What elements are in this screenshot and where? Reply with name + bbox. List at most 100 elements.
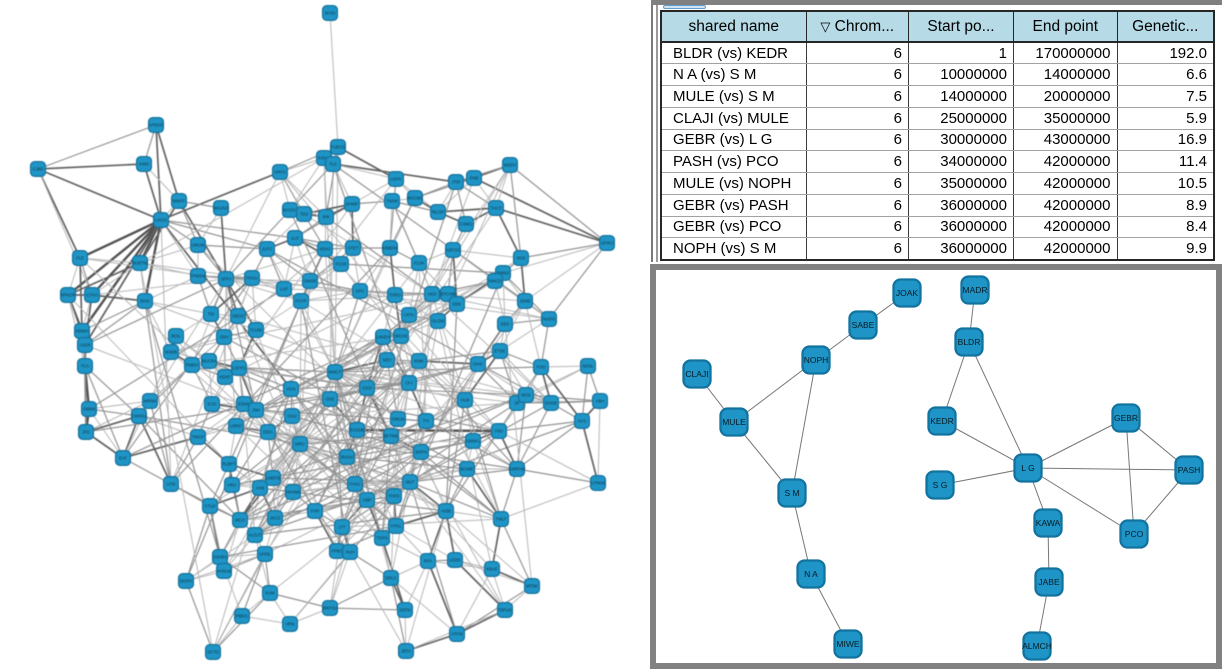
svg-text:JNH: JNH xyxy=(252,408,260,413)
svg-text:ODH: ODH xyxy=(219,335,228,340)
svg-text:DED: DED xyxy=(501,322,510,327)
svg-text:ADFOO: ADFOO xyxy=(446,248,461,253)
svg-text:CWSSU: CWSSU xyxy=(131,414,146,419)
svg-text:KBBDW: KBBDW xyxy=(382,246,397,251)
svg-text:ETDE: ETDE xyxy=(495,349,506,354)
svg-text:TTI: TTI xyxy=(423,419,429,424)
svg-text:UHOL: UHOL xyxy=(259,552,271,557)
svg-text:NOPH: NOPH xyxy=(804,355,829,365)
svg-text:LAP: LAP xyxy=(280,287,288,292)
svg-text:DGRH: DGRH xyxy=(180,579,192,584)
svg-text:JABE: JABE xyxy=(1038,577,1060,587)
svg-text:WKFSU: WKFSU xyxy=(323,606,338,611)
svg-text:BUUU: BUUU xyxy=(341,455,353,460)
svg-text:PMDH: PMDH xyxy=(186,363,198,368)
svg-text:KEFN: KEFN xyxy=(400,608,411,613)
svg-text:TBFUK: TBFUK xyxy=(498,608,512,613)
svg-text:MOCWC: MOCWC xyxy=(407,196,423,201)
svg-text:FKOU: FKOU xyxy=(246,276,257,281)
svg-text:MULE: MULE xyxy=(722,417,746,427)
svg-text:MADR: MADR xyxy=(962,285,987,295)
svg-text:EIDA: EIDA xyxy=(263,430,273,435)
svg-text:BFTNM: BFTNM xyxy=(384,434,399,439)
svg-text:GPC: GPC xyxy=(356,289,365,294)
svg-text:USFK: USFK xyxy=(391,177,402,182)
svg-text:TDI: TDI xyxy=(208,312,215,317)
svg-text:CSMG: CSMG xyxy=(460,222,472,227)
svg-text:AKD: AKD xyxy=(428,292,436,297)
svg-text:HTFM: HTFM xyxy=(451,632,463,637)
svg-text:AIBP: AIBP xyxy=(362,498,372,503)
svg-text:GBBM: GBBM xyxy=(83,407,96,412)
svg-text:TMLF: TMLF xyxy=(496,517,507,522)
svg-text:TWIW: TWIW xyxy=(386,199,398,204)
svg-text:UGEK: UGEK xyxy=(449,558,461,563)
svg-text:LTT: LTT xyxy=(339,525,346,530)
svg-text:LMEFB: LMEFB xyxy=(266,476,280,481)
svg-text:WMCT: WMCT xyxy=(329,370,342,375)
svg-text:NDWH: NDWH xyxy=(76,329,89,334)
svg-text:WEEH: WEEH xyxy=(504,163,516,168)
svg-text:RILOP: RILOP xyxy=(432,210,445,215)
svg-text:HTKL: HTKL xyxy=(391,524,402,529)
svg-text:CLAJI: CLAJI xyxy=(685,369,708,379)
svg-text:LPDOO: LPDOO xyxy=(149,123,163,128)
svg-text:AMNFL: AMNFL xyxy=(466,439,481,444)
svg-text:ECKDB: ECKDB xyxy=(350,428,364,433)
svg-text:GMLW: GMLW xyxy=(392,417,405,422)
svg-text:L G: L G xyxy=(1021,463,1034,473)
svg-text:LTRKM: LTRKM xyxy=(591,481,605,486)
svg-text:HISB: HISB xyxy=(441,509,451,514)
svg-text:LRRIF: LRRIF xyxy=(230,424,242,429)
svg-text:MLP: MLP xyxy=(406,480,415,485)
svg-text:ESKM: ESKM xyxy=(238,402,250,407)
svg-text:GKE: GKE xyxy=(326,397,335,402)
svg-text:JIF: JIF xyxy=(514,401,520,406)
svg-text:FHR: FHR xyxy=(311,509,319,514)
svg-text:EPCHM: EPCHM xyxy=(441,292,456,297)
svg-text:ENB: ENB xyxy=(470,176,479,181)
svg-text:JUTC: JUTC xyxy=(262,247,273,252)
svg-text:BIHS: BIHS xyxy=(140,299,150,304)
svg-text:MCO: MCO xyxy=(235,518,245,523)
svg-text:KBAE: KBAE xyxy=(487,567,498,572)
svg-text:LNKEH: LNKEH xyxy=(376,335,390,340)
svg-text:FPBC: FPBC xyxy=(332,549,343,554)
svg-text:KHMP: KHMP xyxy=(346,202,358,207)
svg-text:TWCP: TWCP xyxy=(192,435,204,440)
svg-text:WUCRA: WUCRA xyxy=(201,359,217,364)
svg-text:IKMK: IKMK xyxy=(414,359,424,364)
svg-text:TLUW: TLUW xyxy=(250,328,262,333)
svg-text:OIHC: OIHC xyxy=(473,362,483,367)
svg-text:MTDK: MTDK xyxy=(526,584,538,589)
svg-text:KAM: KAM xyxy=(266,591,275,596)
svg-text:MAUGO: MAUGO xyxy=(213,206,228,211)
svg-text:GEBR: GEBR xyxy=(1114,413,1138,423)
svg-text:ALGJT: ALGJT xyxy=(249,533,262,538)
svg-text:DDK: DDK xyxy=(453,302,462,307)
svg-text:NIRC: NIRC xyxy=(295,442,305,447)
svg-text:FICW: FICW xyxy=(336,262,347,267)
svg-text:EAF: EAF xyxy=(119,456,127,461)
svg-text:THFD: THFD xyxy=(389,494,400,499)
svg-text:MJWB: MJWB xyxy=(165,350,177,355)
svg-text:KEMT: KEMT xyxy=(219,375,231,380)
svg-text:JTIR: JTIR xyxy=(452,180,461,185)
svg-text:LFID: LFID xyxy=(167,482,176,487)
svg-text:BCIME: BCIME xyxy=(461,467,474,472)
svg-text:DRLC: DRLC xyxy=(385,576,396,581)
svg-text:NEH: NEH xyxy=(383,358,392,363)
svg-text:NPNOP: NPNOP xyxy=(61,293,76,298)
svg-text:IPR: IPR xyxy=(323,215,330,220)
svg-text:NWCD: NWCD xyxy=(489,279,502,284)
svg-text:MAGGI: MAGGI xyxy=(283,208,297,213)
svg-text:KDHJ: KDHJ xyxy=(320,247,331,252)
svg-text:WJPN: WJPN xyxy=(415,450,427,455)
svg-text:FLE: FLE xyxy=(76,256,84,261)
svg-text:STET: STET xyxy=(348,246,359,251)
svg-text:NDSL: NDSL xyxy=(583,364,595,369)
svg-text:RLBPT: RLBPT xyxy=(222,462,236,467)
svg-text:AHSLW: AHSLW xyxy=(217,569,231,574)
svg-text:LLO: LLO xyxy=(291,236,299,241)
svg-text:HRA: HRA xyxy=(228,483,237,488)
